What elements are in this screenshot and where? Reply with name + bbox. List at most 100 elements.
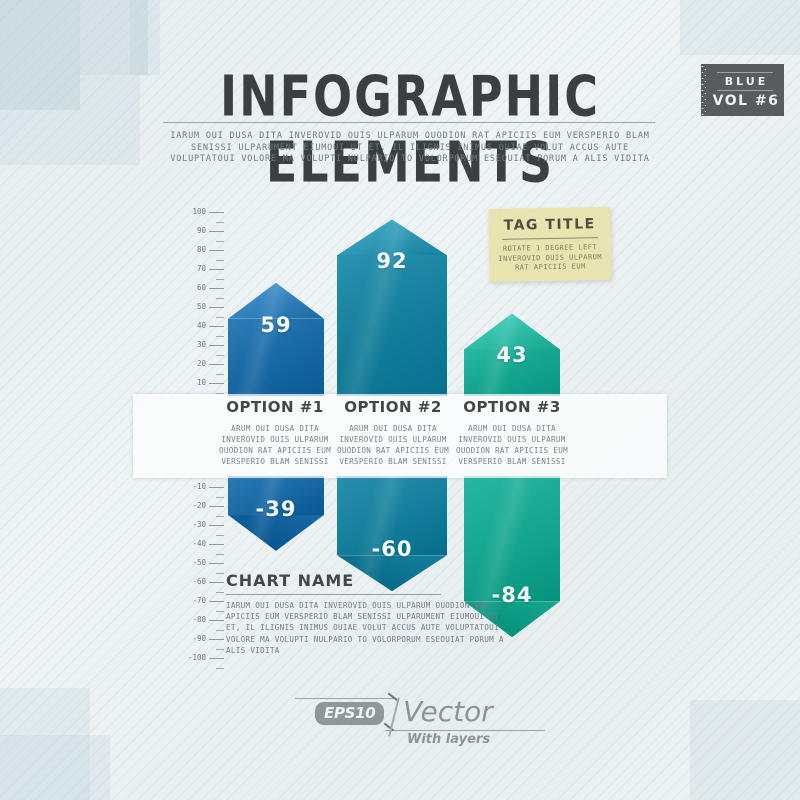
bar-body — [228, 476, 324, 515]
axis-major-tick — [209, 364, 224, 366]
axis-tick-row-minor — [178, 275, 224, 285]
option-title-2: OPTION #2 — [344, 398, 442, 416]
axis-tick-label: -90 — [192, 634, 206, 643]
axis-minor-tick — [216, 496, 224, 498]
axis-tick-row: -30 — [178, 520, 224, 531]
option-block-1[interactable]: OPTION #1 ARUM OUI DUSA DITA INVEROVID O… — [215, 398, 335, 467]
axis-tick-label: 20 — [196, 359, 206, 368]
axis-tick-label: 70 — [196, 264, 206, 273]
axis-tick-label: -100 — [187, 653, 206, 662]
bar-value-positive: 92 — [376, 249, 408, 274]
bar-body — [228, 318, 324, 396]
axis-major-tick — [209, 620, 224, 622]
bar-body — [337, 476, 447, 556]
axis-minor-tick — [216, 259, 224, 261]
axis-minor-tick — [216, 335, 224, 337]
decor-block-bl-1 — [0, 688, 90, 800]
axis-major-tick — [209, 307, 224, 309]
bar-positive-option-2[interactable]: 92 — [337, 219, 447, 396]
axis-tick-label: 10 — [196, 378, 206, 387]
axis-minor-tick — [216, 354, 224, 356]
option-description-3: ARUM OUI DUSA DITA INVEROVID OUIS ULPARU… — [455, 424, 569, 466]
page-title: INFOGRAPHIC ELEMENTS — [219, 63, 600, 195]
tag-callout[interactable]: TAG TITLE ROTATE 1 DEGREE LEFT INVEROVID… — [488, 206, 612, 283]
axis-tick-row: -100 — [178, 653, 224, 664]
footer-rule-bottom — [385, 730, 545, 731]
bar-positive-option-3[interactable]: 43 — [464, 313, 560, 396]
axis-tick-row-minor — [178, 550, 224, 560]
decor-block-tl-2 — [0, 0, 160, 75]
option-description-1: ARUM OUI DUSA DITA INVEROVID OUIS ULPARU… — [218, 424, 332, 466]
axis-tick-row: -50 — [178, 558, 224, 569]
axis-tick-row: 40 — [178, 321, 224, 332]
bar-positive-option-1[interactable]: 59 — [228, 282, 324, 396]
axis-tick-row: 10 — [178, 378, 224, 389]
badge-divider-mid — [717, 90, 773, 91]
chart-name-description: IARUM OUI DUSA DITA INVEROVID OUIS ULPAR… — [226, 601, 504, 655]
axis-tick-row: 50 — [178, 302, 224, 313]
badge-label-blue: BLUE — [724, 75, 769, 88]
title-divider — [163, 122, 655, 123]
axis-tick-row: -60 — [178, 577, 224, 588]
with-layers-label: With layers — [407, 732, 491, 747]
axis-tick-label: 50 — [196, 302, 206, 311]
axis-minor-tick — [216, 648, 224, 650]
axis-tick-row-minor — [178, 607, 224, 617]
axis-tick-row-minor — [178, 664, 224, 674]
axis-major-tick — [209, 212, 224, 214]
axis-tick-row-minor — [178, 332, 224, 342]
axis-tick-row-minor — [178, 389, 224, 399]
axis-tick-row: -90 — [178, 634, 224, 645]
axis-tick-label: 100 — [192, 207, 206, 216]
bar-body — [337, 255, 447, 396]
axis-minor-tick — [216, 553, 224, 555]
axis-tick-row: 90 — [178, 226, 224, 237]
eps10-badge: EPS10 — [315, 702, 385, 725]
chart-name-divider — [226, 594, 441, 595]
axis-tick-row: -80 — [178, 615, 224, 626]
volume-badge: BLUE VOL #6 — [701, 64, 784, 116]
option-title-3: OPTION #3 — [463, 398, 561, 416]
axis-minor-tick — [216, 278, 224, 280]
axis-tick-label: 80 — [196, 245, 206, 254]
bar-body — [464, 476, 560, 602]
decor-block-br-1 — [690, 700, 800, 800]
option-block-2[interactable]: OPTION #2 ARUM OUI DUSA DITA INVEROVID O… — [333, 398, 453, 467]
axis-tick-row-minor — [178, 351, 224, 361]
y-axis-negative: -10 -20 -30 -40 -50 -60 -70 -80 -90 -100 — [178, 482, 224, 674]
axis-tick-label: -40 — [192, 539, 206, 548]
axis-tick-row-minor — [178, 569, 224, 579]
axis-major-tick — [209, 383, 224, 385]
page-subtitle: IARUM OUI DUSA DITA INVEROVID OUIS ULPAR… — [170, 131, 650, 164]
axis-tick-row-minor — [178, 218, 224, 228]
option-description-2: ARUM OUI DUSA DITA INVEROVID OUIS ULPARU… — [336, 424, 450, 466]
option-block-3[interactable]: OPTION #3 ARUM OUI DUSA DITA INVEROVID O… — [452, 398, 572, 467]
y-axis-positive: 100 90 80 70 60 50 40 30 20 10 — [178, 207, 224, 399]
vector-label: Vector — [403, 695, 493, 728]
tag-title: TAG TITLE — [503, 216, 596, 234]
axis-tick-row: 80 — [178, 245, 224, 256]
axis-major-tick — [209, 582, 224, 584]
axis-minor-tick — [216, 221, 224, 223]
axis-tick-label: -60 — [192, 577, 206, 586]
decor-block-tl-3 — [78, 0, 148, 75]
axis-minor-tick — [216, 515, 224, 517]
axis-major-tick — [209, 639, 224, 641]
axis-minor-tick — [216, 610, 224, 612]
axis-minor-tick — [216, 629, 224, 631]
badge-label-volume: VOL #6 — [712, 93, 780, 109]
axis-minor-tick — [216, 591, 224, 593]
option-title-1: OPTION #1 — [226, 398, 324, 416]
bar-value-negative: -60 — [371, 537, 413, 562]
axis-tick-row-minor — [178, 512, 224, 522]
bar-value-positive: 43 — [496, 343, 528, 368]
axis-tick-row-minor — [178, 313, 224, 323]
decor-block-tl-4 — [0, 75, 140, 165]
chart-name-title: CHART NAME — [226, 571, 355, 590]
axis-minor-tick — [216, 572, 224, 574]
axis-major-tick — [209, 601, 224, 603]
bar-negative-option-1[interactable]: -39 — [228, 476, 324, 551]
axis-tick-label: 40 — [196, 321, 206, 330]
footer-rule-top — [295, 698, 395, 699]
